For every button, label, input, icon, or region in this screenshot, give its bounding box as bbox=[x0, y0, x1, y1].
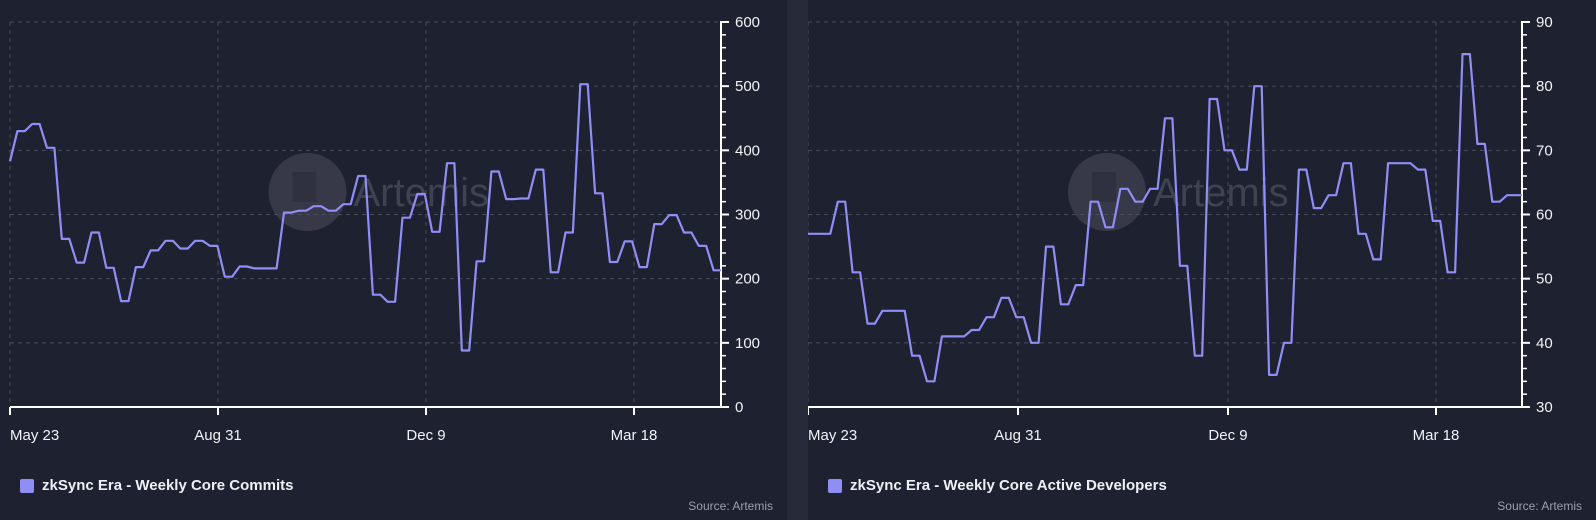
panel-divider bbox=[787, 0, 808, 520]
source-label: Source: Artemis bbox=[688, 499, 773, 513]
x-tick-label: May 23 bbox=[10, 427, 59, 444]
y-tick-label: 40 bbox=[1536, 335, 1553, 352]
y-tick-label: 300 bbox=[735, 207, 760, 224]
series-line bbox=[808, 52, 1522, 383]
y-tick-label: 100 bbox=[735, 335, 760, 352]
y-tick-label: 90 bbox=[1536, 14, 1553, 31]
y-tick-label: 80 bbox=[1536, 78, 1553, 95]
x-tick-label: Dec 9 bbox=[1208, 427, 1247, 444]
y-tick-label: 50 bbox=[1536, 271, 1553, 288]
watermark-logo-mark bbox=[292, 172, 317, 202]
watermark-logo-mark bbox=[1092, 172, 1116, 202]
y-tick-label: 400 bbox=[735, 142, 760, 159]
y-tick-label: 60 bbox=[1536, 207, 1553, 224]
legend-commits[interactable]: zkSync Era - Weekly Core Commits bbox=[20, 477, 293, 494]
legend-label: zkSync Era - Weekly Core Active Develope… bbox=[850, 477, 1167, 494]
x-tick-label: Aug 31 bbox=[994, 427, 1042, 444]
legend-swatch bbox=[20, 478, 34, 493]
chart-panel-commits: Artemis 0 100 200 300 400 500 600 May 23 Aug 31 De… bbox=[0, 0, 787, 520]
y-tick-label: 70 bbox=[1536, 142, 1553, 159]
series-line bbox=[8, 83, 721, 352]
legend-swatch bbox=[828, 478, 842, 493]
x-tick-label: Mar 18 bbox=[1413, 427, 1460, 444]
legend-developers[interactable]: zkSync Era - Weekly Core Active Develope… bbox=[828, 477, 1167, 494]
y-tick-label: 600 bbox=[735, 14, 760, 31]
source-label: Source: Artemis bbox=[1497, 499, 1582, 513]
y-tick-label: 500 bbox=[735, 78, 760, 95]
y-tick-label: 200 bbox=[735, 271, 760, 288]
chart-panel-developers: Artemis 30 40 50 60 70 80 90 May 23 Aug 31 Dec 9 Ma… bbox=[808, 0, 1596, 520]
watermark-text: Artemis bbox=[1153, 171, 1289, 215]
x-tick-label: May 23 bbox=[808, 427, 857, 444]
x-tick-label: Mar 18 bbox=[611, 427, 658, 444]
y-tick-label: 0 bbox=[735, 399, 743, 416]
x-tick-label: Dec 9 bbox=[406, 427, 445, 444]
y-tick-label: 30 bbox=[1536, 399, 1553, 416]
legend-label: zkSync Era - Weekly Core Commits bbox=[42, 477, 294, 494]
developers-chart: Artemis 30 40 50 60 70 80 90 May 23 Aug 31 Dec 9 Ma… bbox=[808, 14, 1553, 444]
x-tick-label: Aug 31 bbox=[194, 427, 242, 444]
